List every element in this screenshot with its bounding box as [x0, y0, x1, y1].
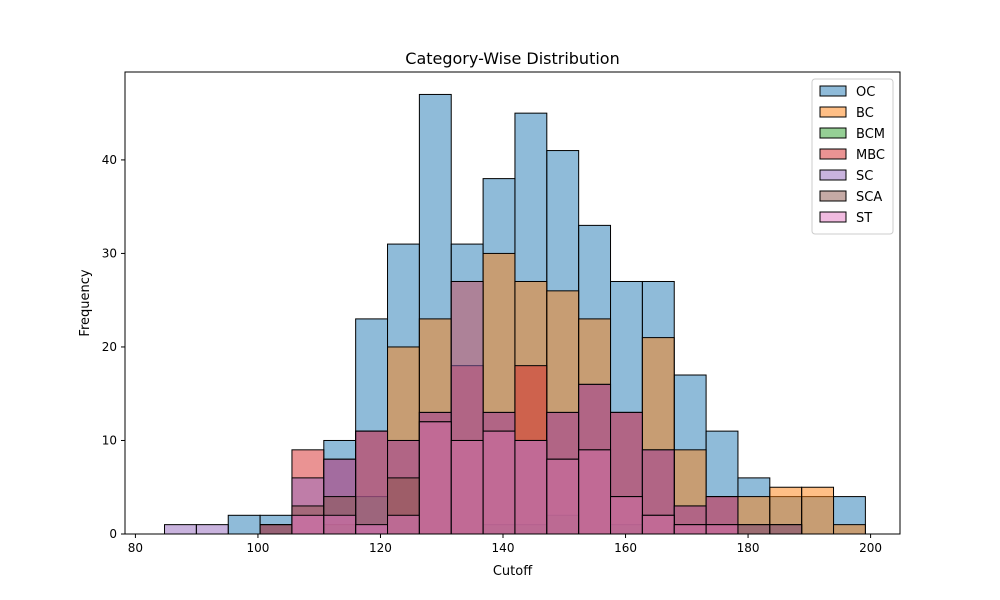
- bar-sca: [769, 524, 803, 535]
- x-axis-ticks: 80 100 120 140 160 180 200: [128, 534, 882, 555]
- legend-label-st: ST: [856, 211, 872, 226]
- bar-st: [610, 496, 643, 535]
- bar-st: [291, 514, 325, 535]
- bar-sca: [737, 524, 771, 535]
- y-tick-label: 0: [109, 527, 117, 541]
- x-tick-label: 200: [859, 541, 882, 555]
- legend-swatch-sca: [819, 190, 847, 202]
- histogram-bars: [164, 93, 866, 535]
- y-axis-ticks: 0 10 20 30 40: [102, 153, 125, 541]
- bar-st: [546, 458, 580, 535]
- x-tick-label: 140: [492, 541, 515, 555]
- chart-title: Category-Wise Distribution: [405, 49, 619, 68]
- y-tick-label: 30: [102, 246, 117, 260]
- axes-frame: [124, 71, 901, 535]
- legend-label-bc: BC: [856, 106, 874, 121]
- x-tick-label: 180: [737, 541, 760, 555]
- bar-oc: [227, 514, 261, 535]
- bar-sca: [259, 524, 293, 535]
- bar-st: [673, 524, 707, 535]
- bar-st: [482, 430, 516, 535]
- legend-swatch-st: [819, 211, 847, 223]
- x-tick-label: 120: [369, 541, 392, 555]
- bar-st: [450, 439, 484, 535]
- bar-sc: [195, 524, 229, 535]
- legend-label-sca: SCA: [856, 190, 882, 205]
- y-axis-label: Frequency: [78, 269, 93, 336]
- bar-st: [578, 449, 612, 535]
- bar-st: [641, 514, 675, 535]
- legend-swatch-bc: [819, 106, 847, 118]
- y-tick-label: 10: [102, 433, 117, 447]
- bar-st: [387, 514, 420, 535]
- bar-st: [514, 439, 548, 535]
- x-tick-label: 160: [614, 541, 637, 555]
- bar-sc: [355, 430, 389, 535]
- legend-label-mbc: MBC: [856, 148, 885, 163]
- legend-label-oc: OC: [856, 85, 875, 100]
- legend-swatch-sc: [819, 169, 847, 181]
- bar-st: [705, 524, 739, 535]
- bar-bc: [833, 524, 866, 535]
- bar-st: [323, 514, 357, 535]
- bar-bc: [801, 486, 835, 535]
- series-st-bars: [291, 421, 739, 535]
- legend-swatch-mbc: [819, 148, 847, 160]
- legend: OC BC BCM MBC SC SCA ST: [811, 78, 894, 235]
- x-tick-label: 80: [128, 541, 143, 555]
- bar-st: [418, 421, 452, 535]
- legend-label-sc: SC: [856, 169, 873, 184]
- x-tick-label: 100: [246, 541, 269, 555]
- y-tick-label: 20: [102, 340, 117, 354]
- bar-sc: [164, 524, 197, 535]
- bar-st: [355, 524, 389, 535]
- y-tick-label: 40: [102, 153, 117, 167]
- legend-swatch-oc: [819, 85, 847, 97]
- legend-label-bcm: BCM: [856, 127, 885, 142]
- x-axis-label: Cutoff: [493, 564, 533, 579]
- legend-swatch-bcm: [819, 127, 847, 139]
